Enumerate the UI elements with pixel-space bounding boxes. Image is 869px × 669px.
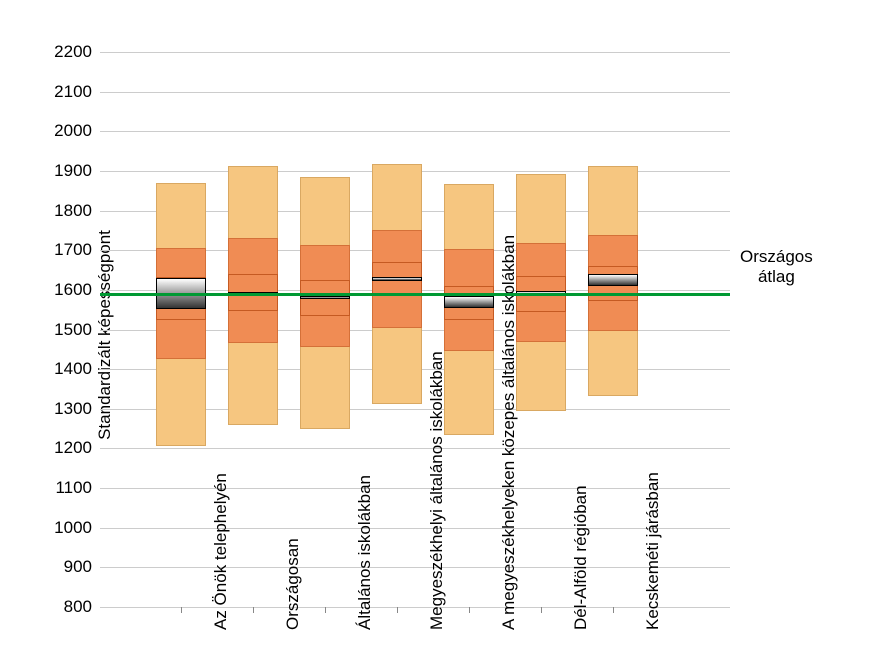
x-tick [253,607,254,613]
x-tick [397,607,398,613]
box-2 [300,52,350,607]
y-tick-label: 2100 [54,82,100,102]
y-tick-label: 1700 [54,240,100,260]
plot-area: 8009001000110012001300140015001600170018… [100,52,730,608]
box-range [444,296,494,308]
y-tick-label: 1000 [54,518,100,538]
y-tick-label: 2000 [54,121,100,141]
category-label: Kecskeméti járásban [643,472,663,630]
y-tick-label: 900 [64,557,100,577]
x-tick [469,607,470,613]
box-range [300,296,350,298]
y-tick-label: 1500 [54,320,100,340]
box-range [588,274,638,286]
y-tick-label: 1200 [54,438,100,458]
y-tick-label: 1400 [54,359,100,379]
box-6 [588,52,638,607]
y-tick-label: 1800 [54,201,100,221]
box-3 [372,52,422,607]
x-tick [541,607,542,613]
reference-line-label: Országosátlag [740,247,813,288]
x-tick [613,607,614,613]
y-tick-label: 1100 [55,478,100,498]
box-range [372,277,422,281]
box-1 [228,52,278,607]
y-tick-label: 800 [64,597,100,617]
gridline [100,607,730,608]
boxplot-chart: Standardizált képességpont 8009001000110… [0,0,869,669]
reference-line [100,293,730,296]
y-tick-label: 2200 [54,42,100,62]
y-tick-label: 1900 [54,161,100,181]
y-tick-label: 1600 [54,280,100,300]
box-5 [516,52,566,607]
box-4 [444,52,494,607]
box-0 [156,52,206,607]
y-tick-label: 1300 [54,399,100,419]
x-tick [325,607,326,613]
x-tick [181,607,182,613]
